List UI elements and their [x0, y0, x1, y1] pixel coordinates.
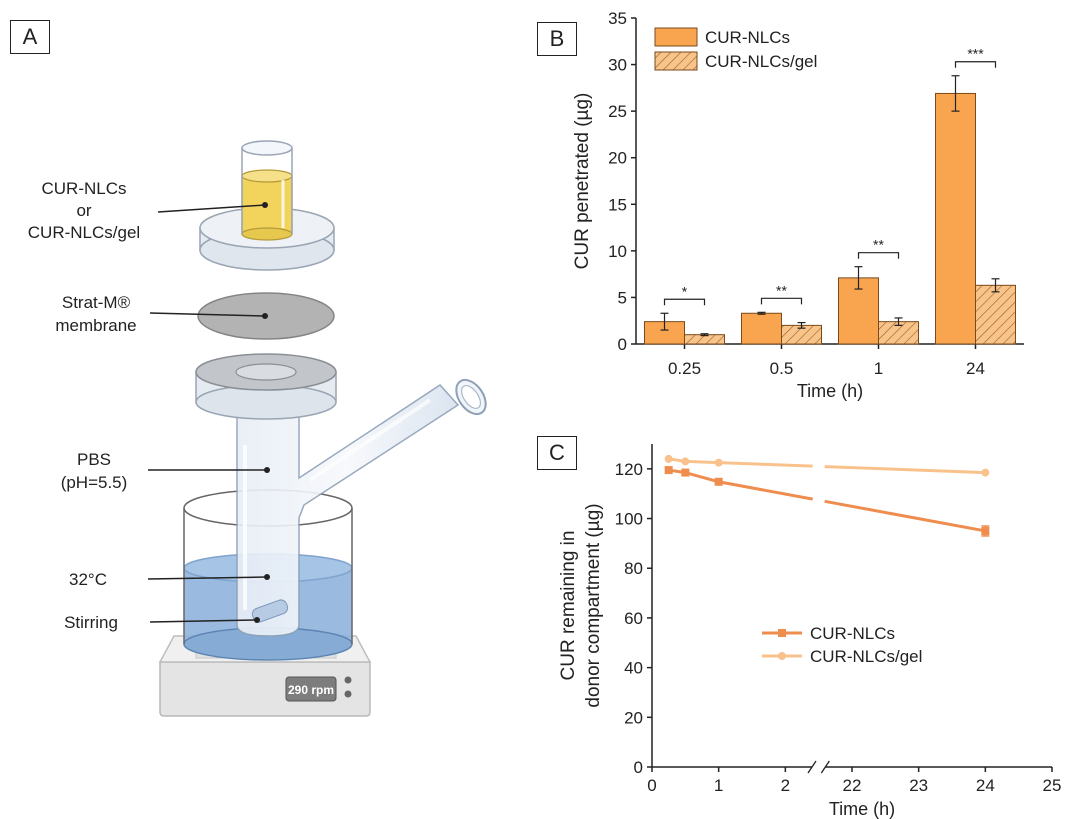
significance-bracket	[857, 252, 900, 259]
legend-label: CUR-NLCs	[810, 624, 895, 643]
y-tick-label: 30	[608, 56, 627, 75]
x-tick-label: 1	[874, 359, 883, 378]
x-axis-title: Time (h)	[829, 799, 895, 819]
x-tick-label: 0.5	[770, 359, 794, 378]
donor-label-line3: CUR-NLCs/gel	[28, 223, 140, 242]
y-tick-label: 80	[624, 559, 643, 578]
data-point-cur-nlcs	[681, 468, 690, 477]
y-tick-label: 15	[608, 195, 627, 214]
axis-break-mark	[820, 760, 830, 774]
donor-label-line1: CUR-NLCs	[42, 179, 127, 198]
y-tick-label: 5	[618, 288, 627, 307]
receptor-flange	[195, 353, 337, 420]
membrane-label-line1: Strat-M®	[62, 293, 131, 312]
bar-cur-nlcs-0.5	[741, 312, 782, 345]
x-tick-label: 2	[781, 776, 790, 795]
x-tick-label: 0.25	[668, 359, 701, 378]
significance-bracket	[663, 298, 706, 306]
significance-bracket	[760, 297, 803, 305]
membrane-label-line2: membrane	[55, 316, 136, 335]
bar-cur-nlcs-24	[935, 92, 976, 345]
y-tick-label: 10	[608, 242, 627, 261]
panel-label-a: A	[10, 20, 50, 54]
significance-label: *	[682, 283, 688, 299]
x-axis-title: Time (h)	[797, 381, 863, 401]
stirring-label: Stirring	[64, 613, 118, 632]
y-tick-label: 20	[624, 708, 643, 727]
data-point-cur-nlcs	[714, 477, 723, 486]
bar-cur-nlcs-gel-24	[975, 284, 1016, 345]
data-point-cur-nlcs-gel	[681, 457, 690, 466]
y-tick-label: 20	[608, 149, 627, 168]
receptor-label-line2: (pH=5.5)	[61, 473, 128, 492]
data-point-cur-nlcs-gel	[981, 468, 990, 477]
data-point-cur-nlcs-gel	[714, 458, 723, 467]
y-axis-title-line2: donor compartment (µg)	[583, 503, 604, 707]
significance-label: **	[776, 282, 787, 298]
y-tick-label: 120	[615, 460, 643, 479]
x-tick-label: 0	[647, 776, 656, 795]
y-tick-label: 0	[618, 335, 627, 354]
significance-bracket	[954, 61, 997, 68]
donor-compartment	[199, 140, 335, 271]
x-tick-label: 23	[909, 776, 928, 795]
legend-swatch	[654, 27, 698, 47]
x-tick-label: 24	[976, 776, 995, 795]
rpm-display	[285, 676, 337, 702]
x-tick-label: 22	[843, 776, 862, 795]
series-line-cur-nlcs-gel	[668, 457, 813, 468]
x-tick-label: 25	[1043, 776, 1062, 795]
axis-break-mark	[807, 760, 817, 774]
y-axis-title-line1: CUR remaining in	[558, 531, 579, 681]
receptor-chamber	[236, 377, 487, 637]
panel-label-b: B	[537, 22, 577, 56]
y-tick-label: 40	[624, 659, 643, 678]
series-line-cur-nlcs	[824, 499, 986, 533]
y-tick-label: 0	[634, 758, 643, 777]
significance-label: ***	[967, 46, 984, 62]
panel-label-c: C	[537, 436, 577, 470]
legend-label: CUR-NLCs/gel	[810, 647, 922, 666]
bar-chart-penetration: 0 5 10 15 20 25 30 35 0.25 * 0.5 ** 1 ** 24 *** CUR-NLCs…	[572, 9, 1024, 401]
data-point-cur-nlcs	[664, 466, 673, 475]
y-tick-label: 25	[608, 102, 627, 121]
temperature-label: 32°C	[69, 570, 107, 589]
legend-label: CUR-NLCs/gel	[705, 52, 817, 71]
series-line-cur-nlcs	[668, 468, 813, 501]
series-line-cur-nlcs-gel	[824, 465, 986, 475]
legend-swatch	[654, 51, 698, 71]
donor-label-line2: or	[76, 201, 91, 220]
data-point-cur-nlcs-gel	[664, 454, 673, 463]
knob-icon	[344, 676, 352, 684]
significance-label: **	[873, 237, 884, 253]
receptor-label-line1: PBS	[77, 450, 111, 469]
franz-cell-diagram: 290 rpm	[28, 140, 487, 717]
y-axis-title: CUR penetrated (µg)	[572, 93, 593, 270]
legend-marker	[778, 629, 786, 637]
y-tick-label: 60	[624, 609, 643, 628]
x-tick-label: 24	[966, 359, 985, 378]
legend-marker	[778, 652, 786, 660]
y-tick-label: 100	[615, 510, 643, 529]
rpm-display-text: 290 rpm	[288, 683, 334, 697]
knob-icon	[344, 690, 352, 698]
y-tick-label: 35	[608, 9, 627, 28]
legend-label: CUR-NLCs	[705, 28, 790, 47]
callouts	[147, 202, 270, 623]
x-tick-label: 1	[714, 776, 723, 795]
